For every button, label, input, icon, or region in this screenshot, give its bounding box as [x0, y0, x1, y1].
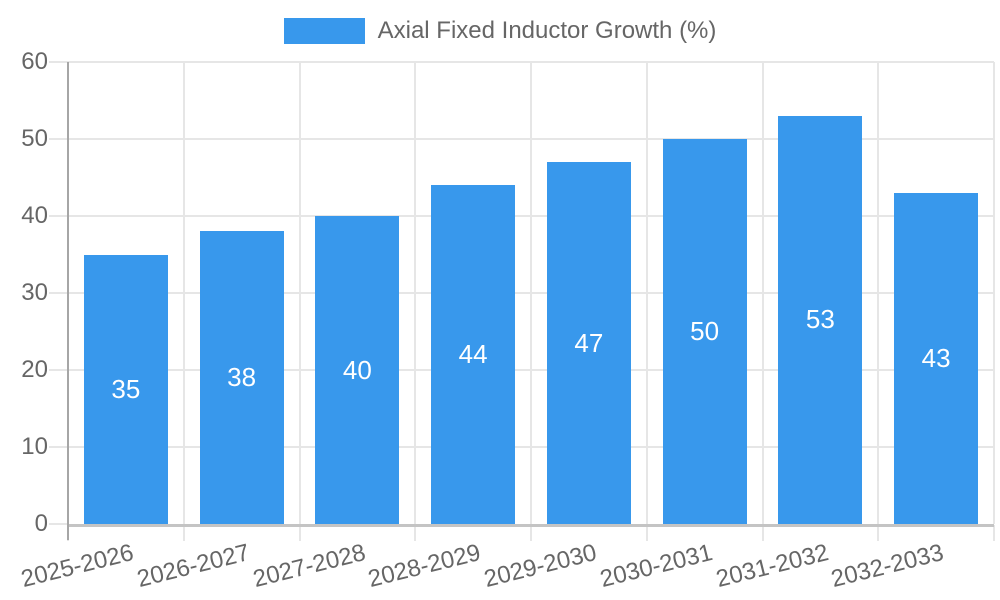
gridline-horizontal — [49, 215, 994, 217]
bar-value-label: 47 — [574, 327, 604, 358]
y-tick-label: 20 — [21, 356, 48, 383]
bar: 43 — [894, 192, 979, 524]
legend-label: Axial Fixed Inductor Growth (%) — [377, 17, 717, 44]
bar: 38 — [199, 231, 284, 524]
legend: Axial Fixed Inductor Growth (%) — [0, 17, 1000, 45]
bar: 47 — [546, 162, 631, 524]
x-axis-tick — [645, 525, 648, 541]
x-axis-tick — [993, 525, 995, 541]
y-axis-tick — [49, 523, 68, 525]
x-tick-label: 2027-2028 — [250, 539, 368, 593]
bar-value-label: 50 — [690, 316, 720, 346]
bar-value-label: 43 — [921, 342, 951, 373]
bar-value-label: 40 — [342, 354, 372, 385]
bar: 50 — [662, 139, 747, 524]
gridline-horizontal — [49, 369, 994, 371]
gridline-vertical — [877, 62, 880, 524]
gridline-horizontal — [49, 138, 994, 140]
gridline-horizontal — [49, 292, 994, 294]
x-tick-label: 2032-2033 — [828, 539, 947, 593]
x-tick-label: 2026-2027 — [134, 539, 253, 593]
gridline-vertical — [761, 62, 764, 524]
gridline-vertical — [298, 62, 301, 524]
x-axis-tick — [877, 525, 880, 541]
x-tick-label: 2031-2032 — [713, 539, 831, 593]
x-tick-label: 2028-2029 — [365, 539, 484, 593]
gridline-vertical — [414, 62, 417, 524]
gridline-horizontal — [49, 446, 994, 448]
x-tick-label: 2029-2030 — [481, 539, 600, 593]
y-tick-label: 40 — [21, 202, 48, 229]
bar-value-label: 44 — [458, 339, 488, 370]
x-axis-tick — [761, 525, 764, 541]
x-axis-tick — [182, 525, 185, 541]
x-axis-tick — [298, 525, 301, 541]
legend-item[interactable]: Axial Fixed Inductor Growth (%) — [283, 17, 717, 45]
legend-swatch-icon — [283, 18, 365, 44]
y-tick-label: 10 — [21, 433, 48, 460]
bar: 35 — [83, 254, 168, 524]
x-tick-label: 2025-2026 — [18, 539, 137, 593]
x-axis-tick — [414, 525, 417, 541]
x-tick-label: 2030-2031 — [597, 539, 716, 593]
bar-value-label: 53 — [805, 304, 835, 335]
gridline-vertical — [645, 62, 648, 524]
y-tick-label: 60 — [21, 48, 48, 75]
gridline-vertical — [530, 62, 532, 524]
bar-value-label: 38 — [227, 362, 257, 393]
bar: 53 — [778, 115, 863, 524]
gridline-vertical — [182, 62, 185, 524]
x-axis-line — [67, 524, 994, 527]
x-axis-tick — [530, 525, 532, 541]
y-axis-line — [67, 62, 69, 540]
y-tick-label: 0 — [34, 510, 48, 537]
y-tick-label: 50 — [21, 125, 48, 152]
bar: 40 — [315, 216, 400, 524]
gridline-horizontal — [49, 61, 994, 63]
gridline-vertical — [993, 62, 995, 524]
bar: 44 — [431, 185, 516, 524]
bar-value-label: 35 — [111, 373, 141, 404]
y-tick-label: 30 — [21, 279, 48, 306]
